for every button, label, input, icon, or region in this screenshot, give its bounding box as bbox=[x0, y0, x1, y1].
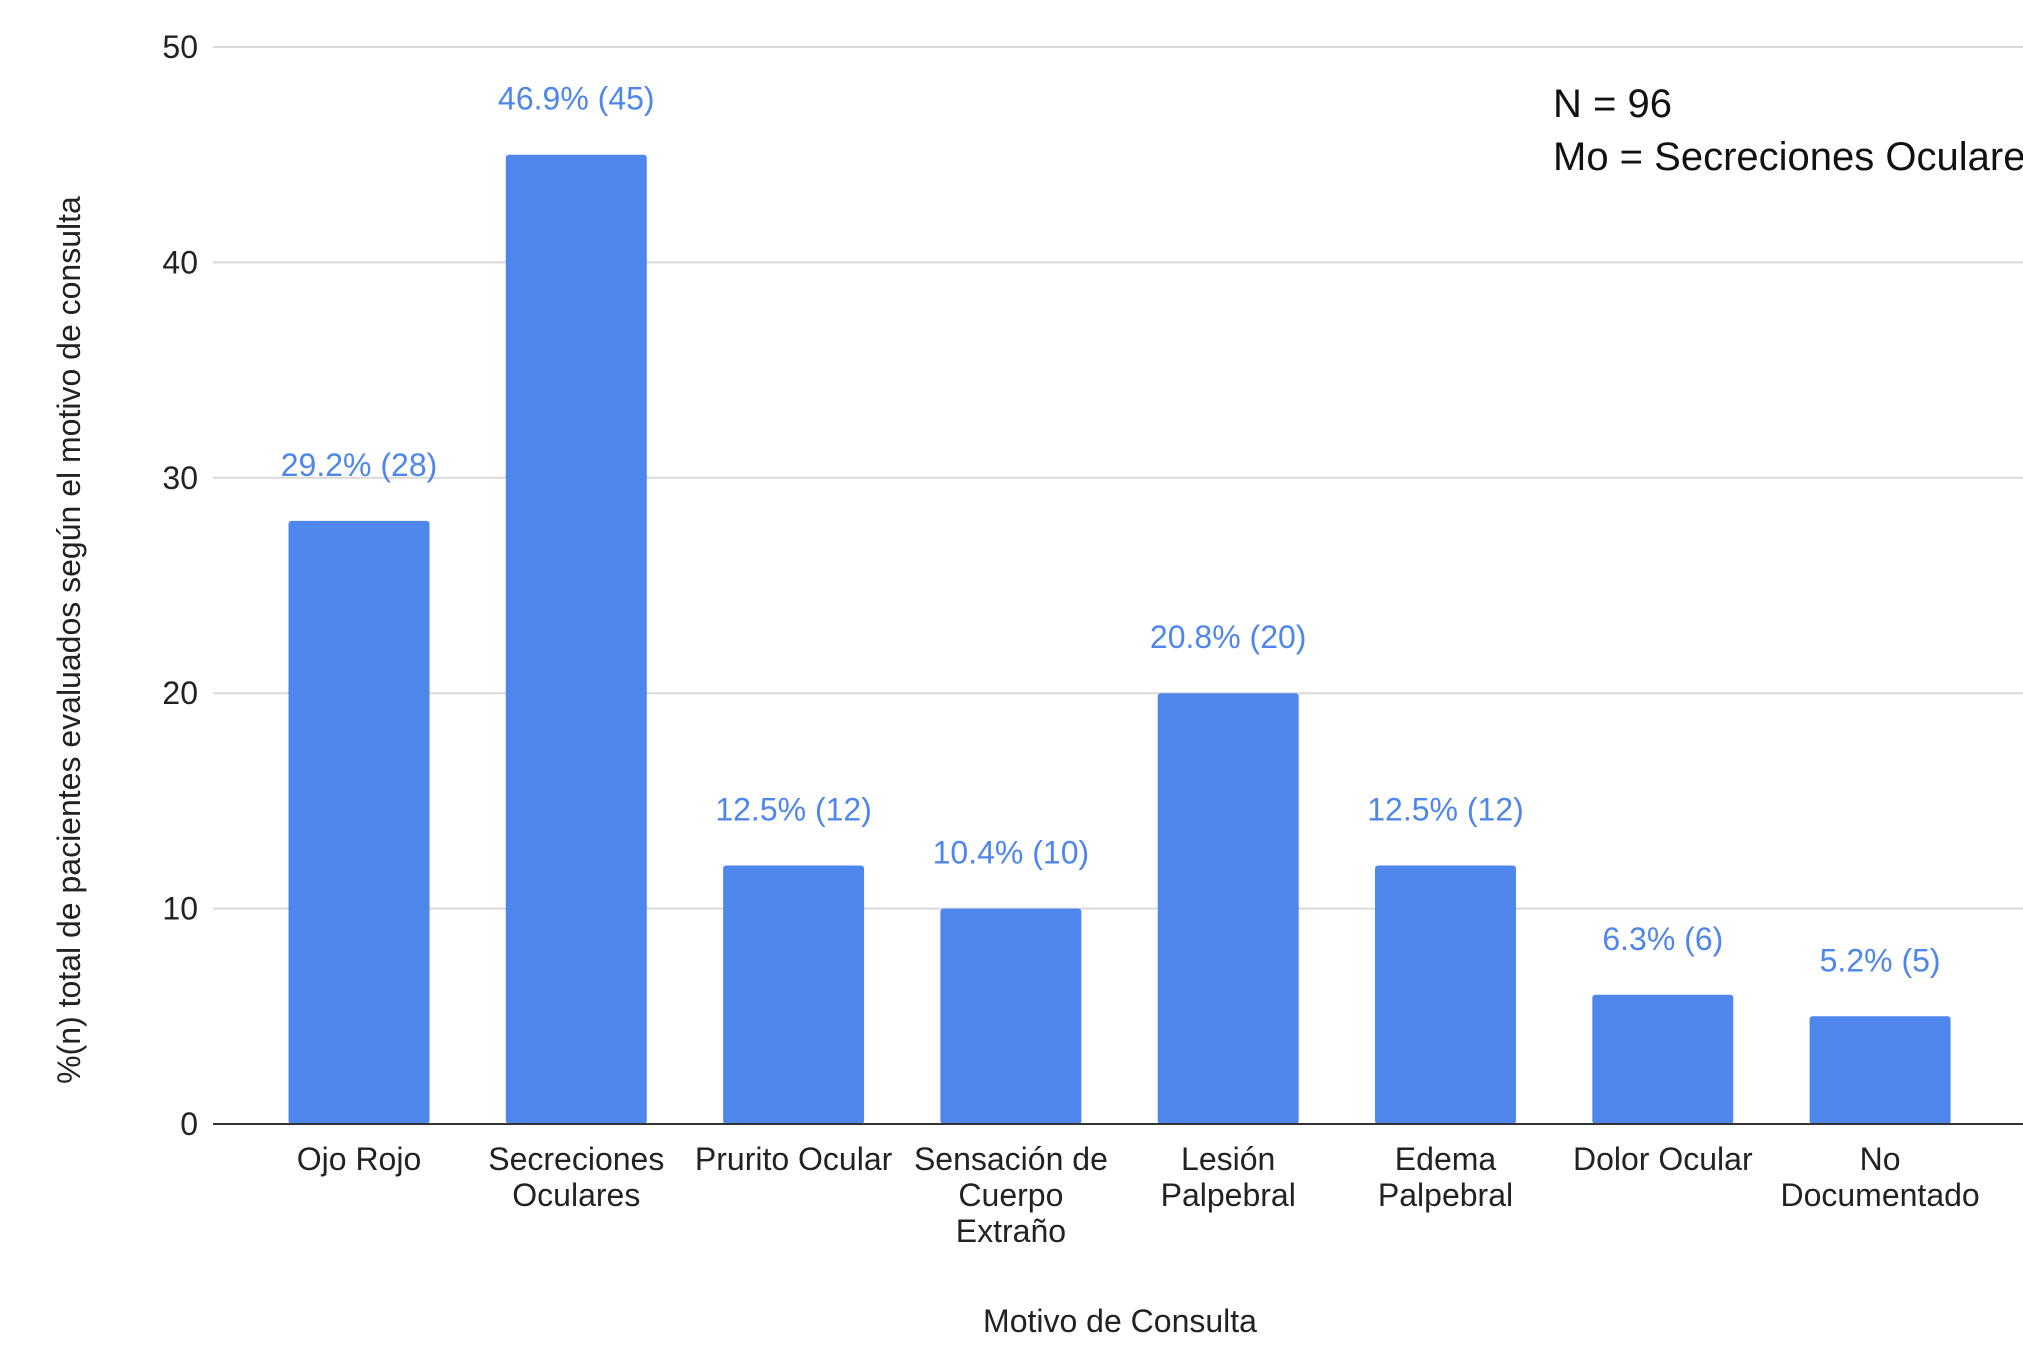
y-tick-label: 20 bbox=[162, 675, 198, 711]
annotation-mode: Mo = Secreciones Oculares bbox=[1553, 135, 2023, 179]
category-label-line: Ojo Rojo bbox=[297, 1141, 422, 1177]
data-label: 5.2% (5) bbox=[1820, 942, 1941, 978]
category-label: Edema Palpebral bbox=[1378, 1141, 1513, 1213]
category-label: No Documentado bbox=[1780, 1141, 1979, 1213]
category-label-line: Sensación de bbox=[914, 1141, 1108, 1177]
bar bbox=[288, 520, 430, 1124]
category-label: Dolor Ocular bbox=[1573, 1141, 1753, 1177]
category-label-line: Prurito Ocular bbox=[695, 1141, 893, 1177]
annotation-sample-size: N = 96 bbox=[1553, 82, 1672, 126]
bar bbox=[1592, 994, 1734, 1124]
bar bbox=[723, 865, 865, 1124]
x-axis-categories: Ojo Rojo Secreciones Oculares Prurito Ocula… bbox=[297, 1141, 1980, 1249]
category-label-line: Palpebral bbox=[1161, 1177, 1296, 1213]
data-label: 20.8% (20) bbox=[1150, 619, 1307, 655]
category-label: Lesión Palpebral bbox=[1161, 1141, 1296, 1213]
category-label-line: Dolor Ocular bbox=[1573, 1141, 1753, 1177]
category-label: Prurito Ocular bbox=[695, 1141, 893, 1177]
category-label-line: No bbox=[1860, 1141, 1901, 1177]
x-axis-title: Motivo de Consulta bbox=[983, 1303, 1257, 1339]
data-label: 10.4% (10) bbox=[933, 835, 1090, 871]
y-axis-title: %(n) total de pacientes evaluados según … bbox=[51, 196, 87, 1084]
bar bbox=[505, 154, 647, 1124]
category-label-line: Lesión bbox=[1181, 1141, 1275, 1177]
y-tick-label: 50 bbox=[162, 29, 198, 65]
data-label: 29.2% (28) bbox=[281, 447, 438, 483]
category-label: Secreciones Oculares bbox=[488, 1141, 664, 1213]
category-label-line: Secreciones bbox=[488, 1141, 664, 1177]
data-labels: 29.2% (28) 46.9% (45) 12.5% (12) 10.4% (10)… bbox=[281, 81, 1941, 979]
category-label-line: Palpebral bbox=[1378, 1177, 1513, 1213]
bar bbox=[1375, 865, 1516, 1124]
category-label-line: Documentado bbox=[1780, 1177, 1979, 1213]
bar bbox=[1809, 1016, 1951, 1124]
category-label-line: Extraño bbox=[956, 1213, 1066, 1249]
category-label-line: Cuerpo bbox=[958, 1177, 1063, 1213]
y-tick-label: 30 bbox=[162, 460, 198, 496]
bars bbox=[288, 154, 1951, 1124]
data-label: 6.3% (6) bbox=[1602, 921, 1723, 957]
bar bbox=[940, 908, 1082, 1124]
category-label: Sensación de Cuerpo Extraño bbox=[914, 1141, 1108, 1249]
y-tick-label: 40 bbox=[162, 244, 198, 280]
y-tick-label: 0 bbox=[180, 1106, 198, 1142]
data-label: 12.5% (12) bbox=[1367, 792, 1524, 828]
bar bbox=[1157, 693, 1299, 1124]
category-label-line: Oculares bbox=[512, 1177, 640, 1213]
category-label-line: Edema bbox=[1395, 1141, 1497, 1177]
category-label: Ojo Rojo bbox=[297, 1141, 422, 1177]
y-axis-ticks: 0 10 20 30 40 50 bbox=[162, 29, 198, 1142]
data-label: 12.5% (12) bbox=[715, 792, 872, 828]
data-label: 46.9% (45) bbox=[498, 81, 655, 117]
y-tick-label: 10 bbox=[162, 891, 198, 927]
